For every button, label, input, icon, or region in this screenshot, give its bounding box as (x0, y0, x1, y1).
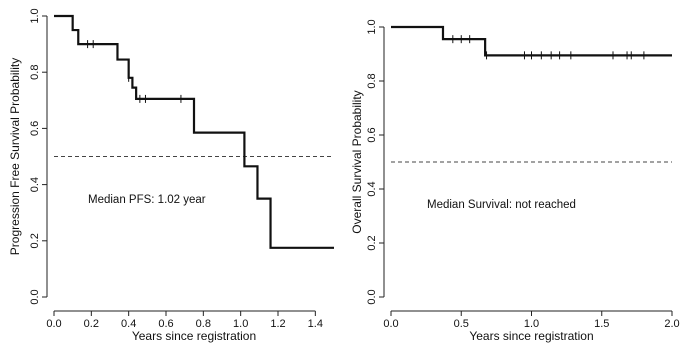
pfs-y-tick-label: 1.0 (29, 8, 41, 23)
os-y-tick-label: 0.8 (366, 73, 378, 88)
os-censor-marks (452, 35, 645, 60)
pfs-x-tick-label: 0.4 (121, 318, 136, 330)
pfs-x-axis-title: Years since registration (132, 329, 256, 343)
os-x-axis-title: Years since registration (469, 329, 593, 343)
os-x-tick-label: 1.0 (524, 318, 539, 330)
os-y-tick-label: 1.0 (366, 19, 378, 34)
os-survival-curve (391, 25, 672, 57)
os-y-tick-label: 0.6 (366, 127, 378, 142)
pfs-censor-marks (87, 40, 182, 103)
pfs-y-tick-label: 0.0 (29, 289, 41, 304)
os-y-tick-label: 0.4 (366, 181, 378, 196)
pfs-survival-curve (54, 14, 334, 249)
pfs-panel: 0.0 0.2 0.4 0.6 0.8 1.0 0.0 0.2 0.4 0.6 0.8 1.0 1.2… (8, 8, 334, 343)
os-y-axis-title: Overall Survival Probability (350, 90, 364, 233)
os-x-axis: 0.0 0.5 1.0 1.5 2.0 (383, 310, 680, 330)
os-x-tick-label: 2.0 (664, 318, 679, 330)
pfs-median-annotation: Median PFS: 1.02 year (88, 194, 206, 206)
os-y-tick-label: 0.0 (366, 289, 378, 304)
pfs-x-axis: 0.0 0.2 0.4 0.6 0.8 1.0 1.2 1.4 (46, 310, 323, 330)
pfs-y-tick-label: 0.6 (29, 121, 41, 136)
pfs-y-tick-label: 0.2 (29, 233, 41, 248)
pfs-x-tick-label: 1.2 (270, 318, 285, 330)
pfs-x-tick-label: 1.0 (233, 318, 248, 330)
os-panel: 0.0 0.2 0.4 0.6 0.8 1.0 0.0 0.5 1.0 1.5 2.0 Media… (350, 19, 680, 343)
os-x-tick-label: 1.5 (594, 318, 609, 330)
pfs-x-tick-label: 1.4 (308, 318, 323, 330)
os-y-axis: 0.0 0.2 0.4 0.6 0.8 1.0 (366, 19, 385, 305)
pfs-y-tick-label: 0.4 (29, 177, 41, 192)
os-median-annotation: Median Survival: not reached (427, 199, 576, 211)
os-x-tick-label: 0.5 (454, 318, 469, 330)
pfs-y-tick-label: 0.8 (29, 65, 41, 80)
os-x-tick-label: 0.0 (383, 318, 398, 330)
pfs-x-tick-label: 0.6 (158, 318, 173, 330)
pfs-y-axis: 0.0 0.2 0.4 0.6 0.8 1.0 (29, 8, 48, 305)
pfs-y-axis-title: Progression Free Survival Probability (8, 58, 22, 255)
pfs-x-tick-label: 0.0 (46, 318, 61, 330)
pfs-x-tick-label: 0.2 (84, 318, 99, 330)
pfs-x-tick-label: 0.8 (196, 318, 211, 330)
os-y-tick-label: 0.2 (366, 235, 378, 250)
